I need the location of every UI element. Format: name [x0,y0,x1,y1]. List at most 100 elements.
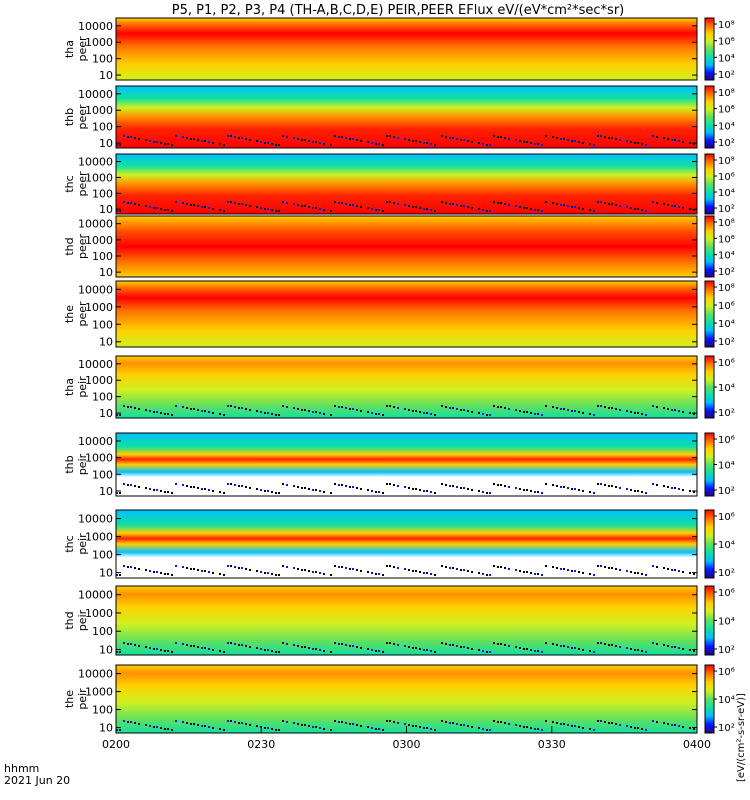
noise-speck [275,574,277,576]
noise-speck [241,485,243,487]
noise-speck [175,642,177,644]
y-tick-label: 10 [99,266,113,279]
noise-speck [630,489,632,491]
noise-speck [119,651,121,653]
noise-speck [486,492,488,494]
noise-speck [153,207,155,209]
noise-speck [201,206,203,208]
y-tick-label: 100 [92,318,113,331]
noise-speck [212,208,214,210]
noise-speck [445,721,447,723]
noise-speck [278,414,280,416]
noise-speck [301,569,303,571]
noise-speck [349,138,351,140]
noise-speck [116,210,118,212]
noise-speck [149,725,151,727]
noise-speck [130,721,132,723]
noise-speck [478,649,480,651]
y-tick-label: 1000 [85,374,113,387]
panel-species-label: peer [76,36,89,62]
colorbar-tick-label: 10⁴ [718,53,735,64]
panel-probe-label: the [63,305,76,323]
noise-speck [404,486,406,488]
noise-speck [630,571,632,573]
noise-speck [419,207,421,209]
noise-speck [445,202,447,204]
noise-speck [652,565,654,567]
noise-speck [589,728,591,730]
y-tick-label: 100 [92,704,113,717]
colorbar-tick-label: 10⁴ [718,540,735,551]
noise-speck [434,729,436,731]
spectrogram-image [116,281,697,347]
noise-speck [419,648,421,650]
noise-speck [149,647,151,649]
colorbar-tick-label: 10² [718,645,735,656]
noise-speck [323,413,325,415]
noise-speck [537,413,539,415]
noise-speck [441,405,443,407]
noise-speck [608,722,610,724]
noise-speck [637,490,639,492]
noise-speck [149,140,151,142]
noise-speck [123,642,125,644]
y-tick-label: 10000 [78,218,113,231]
noise-speck [204,647,206,649]
noise-speck [175,405,177,407]
noise-speck [693,491,695,493]
noise-speck [127,406,129,408]
noise-speck [371,208,373,210]
noise-speck [641,728,643,730]
noise-speck [526,141,528,143]
noise-speck [267,142,269,144]
noise-speck [282,483,284,485]
noise-speck [219,413,221,415]
noise-speck [301,487,303,489]
noise-speck [312,411,314,413]
noise-speck [123,565,125,567]
noise-speck [393,484,395,486]
noise-speck [138,568,140,570]
y-tick-label: 100 [92,391,113,404]
noise-speck [537,650,539,652]
noise-speck [608,485,610,487]
noise-speck [663,722,665,724]
x-tick-label: 0300 [393,738,421,751]
noise-speck [571,647,573,649]
panel-frame [115,17,698,81]
noise-speck [619,569,621,571]
noise-speck [678,488,680,490]
noise-speck [312,207,314,209]
noise-speck [375,573,377,575]
y-tick-label: 10000 [78,156,113,169]
noise-speck [341,721,343,723]
noise-speck [330,210,332,212]
noise-speck [304,487,306,489]
noise-speck [315,571,317,573]
noise-speck [508,723,510,725]
noise-speck [519,570,521,572]
colorbar-tick-label: 10² [718,408,735,419]
noise-speck [153,648,155,650]
noise-speck [175,201,177,203]
noise-speck [330,574,332,576]
noise-speck [219,650,221,652]
noise-speck [156,207,158,209]
noise-speck [397,137,399,139]
y-tick-label: 1000 [85,686,113,699]
noise-speck [145,569,147,571]
noise-speck [167,491,169,493]
x-tick-label: 0230 [247,738,275,751]
noise-speck [500,202,502,204]
noise-speck [264,490,266,492]
noise-speck [508,138,510,140]
noise-speck [667,568,669,570]
noise-speck [615,723,617,725]
noise-speck [467,410,469,412]
noise-speck [145,139,147,141]
colorbar-tick-label: 10⁶ [718,301,735,312]
noise-speck [630,141,632,143]
panel-species-label: peir [76,533,89,555]
noise-speck [356,487,358,489]
panel-species-label: peir [76,453,89,475]
